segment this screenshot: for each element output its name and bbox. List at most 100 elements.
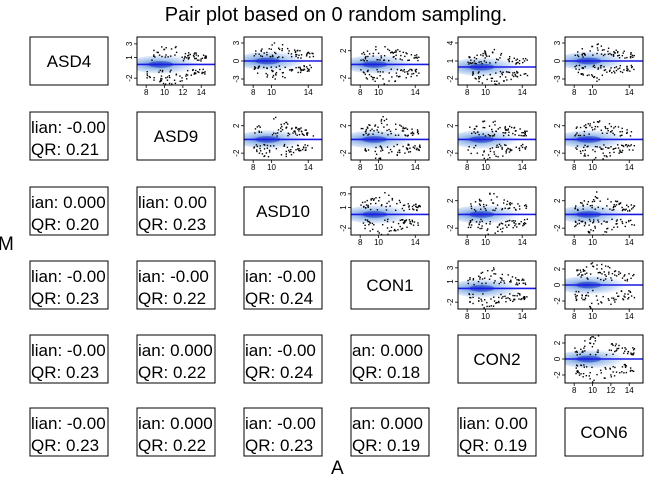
data-point bbox=[365, 128, 368, 131]
data-point bbox=[582, 149, 584, 152]
data-point bbox=[617, 55, 619, 57]
data-point bbox=[481, 227, 483, 230]
data-point bbox=[475, 58, 478, 60]
data-point bbox=[600, 278, 602, 281]
y-tick-label: -2 bbox=[446, 75, 455, 83]
x-tick-label: 8 bbox=[465, 238, 470, 247]
data-point bbox=[413, 208, 415, 211]
data-point bbox=[619, 372, 621, 374]
data-point bbox=[360, 204, 362, 206]
data-point bbox=[497, 230, 499, 233]
data-point bbox=[469, 226, 472, 229]
data-point bbox=[479, 276, 481, 279]
data-point bbox=[193, 56, 195, 58]
data-point bbox=[379, 71, 382, 73]
data-point bbox=[469, 219, 472, 222]
data-point bbox=[633, 144, 636, 147]
ma-plot-panel: 8 10 14-22 bbox=[553, 186, 644, 247]
data-point bbox=[390, 132, 392, 135]
data-point bbox=[478, 77, 480, 80]
data-point bbox=[493, 273, 495, 275]
data-point bbox=[479, 221, 481, 223]
panel-frame bbox=[350, 36, 430, 86]
data-point bbox=[585, 124, 587, 126]
data-point bbox=[383, 83, 385, 85]
data-point bbox=[474, 128, 476, 130]
data-point bbox=[520, 220, 522, 223]
data-point bbox=[257, 67, 259, 69]
data-point bbox=[365, 207, 367, 209]
data-point bbox=[377, 131, 380, 133]
data-point bbox=[271, 54, 274, 57]
data-point bbox=[270, 48, 272, 50]
data-point bbox=[481, 300, 483, 302]
ma-plot-panel: 8 10 14-303 bbox=[553, 36, 644, 97]
data-point bbox=[280, 123, 282, 126]
data-point bbox=[405, 134, 407, 137]
data-point bbox=[526, 130, 528, 132]
data-point bbox=[611, 72, 613, 74]
data-point bbox=[472, 62, 474, 64]
data-point bbox=[374, 80, 376, 83]
data-point bbox=[514, 208, 517, 211]
data-point bbox=[388, 200, 390, 203]
data-point bbox=[409, 222, 411, 224]
data-point bbox=[415, 71, 417, 73]
data-point bbox=[613, 127, 615, 129]
data-point bbox=[204, 55, 207, 57]
data-point bbox=[576, 371, 579, 374]
data-point bbox=[627, 69, 629, 72]
data-point bbox=[596, 80, 598, 82]
panel-frame bbox=[457, 111, 537, 161]
data-point bbox=[412, 132, 415, 135]
data-point bbox=[584, 144, 586, 147]
data-point bbox=[469, 278, 471, 281]
data-point bbox=[290, 128, 293, 130]
data-point bbox=[522, 223, 525, 225]
data-point bbox=[574, 65, 576, 68]
data-point bbox=[403, 209, 405, 212]
data-point bbox=[589, 338, 591, 340]
data-point bbox=[285, 155, 287, 158]
data-point bbox=[625, 371, 628, 374]
data-point bbox=[300, 130, 303, 132]
data-point bbox=[412, 224, 415, 226]
data-point bbox=[295, 53, 297, 56]
data-point bbox=[272, 55, 274, 58]
data-point bbox=[397, 76, 400, 78]
data-point bbox=[277, 129, 280, 131]
data-point bbox=[603, 69, 606, 72]
data-point bbox=[586, 277, 588, 279]
data-point bbox=[574, 135, 576, 137]
data-point bbox=[596, 191, 598, 193]
data-point bbox=[483, 151, 485, 153]
x-tick-label: 14 bbox=[625, 163, 634, 172]
data-point bbox=[526, 218, 528, 220]
data-point bbox=[281, 48, 283, 50]
data-point bbox=[524, 222, 527, 225]
data-point bbox=[610, 376, 613, 378]
data-point bbox=[306, 132, 308, 134]
data-point bbox=[587, 154, 589, 157]
data-point bbox=[377, 59, 379, 61]
data-point bbox=[392, 221, 395, 223]
data-point bbox=[312, 52, 314, 55]
data-point bbox=[627, 298, 629, 300]
data-point bbox=[594, 125, 597, 128]
data-point bbox=[626, 69, 628, 72]
data-point bbox=[596, 121, 599, 123]
data-point bbox=[364, 73, 367, 76]
data-point bbox=[609, 52, 611, 55]
data-point bbox=[618, 344, 620, 347]
data-point bbox=[379, 157, 382, 159]
data-point bbox=[266, 144, 269, 147]
data-point bbox=[473, 208, 476, 211]
data-point bbox=[491, 147, 494, 149]
data-point bbox=[606, 221, 608, 223]
data-point bbox=[402, 126, 404, 129]
data-point bbox=[401, 59, 403, 61]
data-point bbox=[585, 294, 588, 296]
data-point bbox=[192, 68, 194, 71]
data-point bbox=[300, 54, 303, 56]
